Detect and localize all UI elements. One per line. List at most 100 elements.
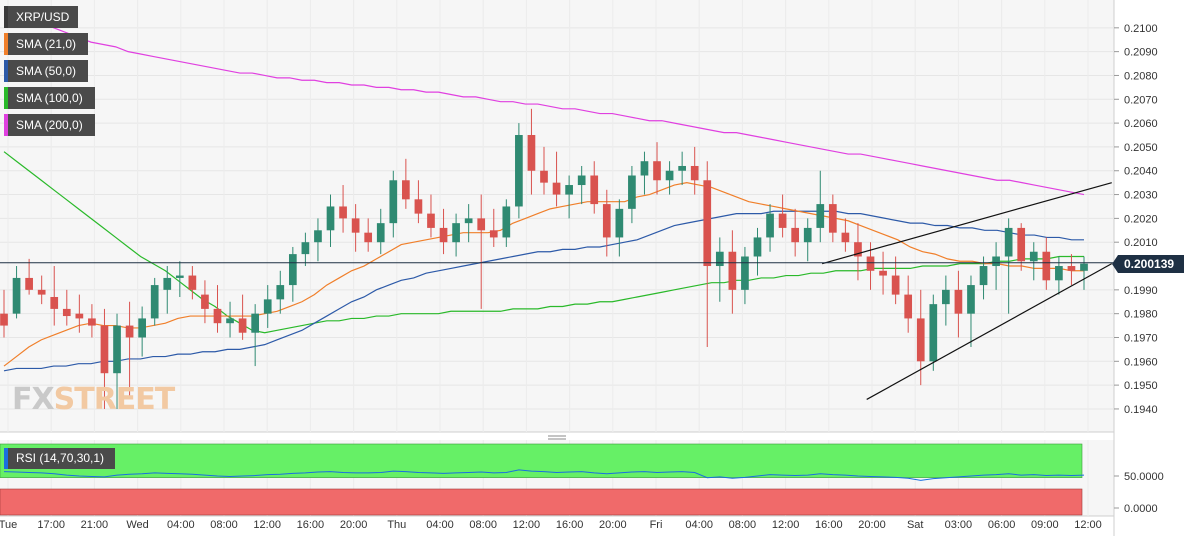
candle-body [125,325,134,338]
y-tick-label: 0.2010 [1124,237,1158,249]
candle-body [552,182,561,195]
x-tick-label: 16:00 [815,519,843,531]
candle-body [1080,263,1088,271]
candle-body [276,285,285,300]
candle-body [464,218,473,224]
trendline-upper [821,182,1112,265]
candle-body [439,227,448,243]
y-tick-label: 0.2100 [1124,23,1158,35]
legend-label: SMA (21,0) [16,37,77,51]
rsi-y-tick-label: 0.0000 [1124,503,1158,515]
candle-body [62,308,71,317]
candle-body [427,213,435,228]
x-tick-label: 04:00 [426,519,454,531]
x-tick-label: Thu [387,519,406,531]
candle-body [979,266,988,286]
candle-body [314,230,322,243]
candle-body [728,251,737,290]
candle-body [0,313,8,326]
y-tick-label: 0.1990 [1124,285,1158,297]
candle-body [163,277,172,290]
x-tick-label: Wed [126,519,148,531]
candle-body [477,218,486,231]
candle-body [326,206,335,231]
candle-body [251,313,260,333]
candle-body [351,218,360,233]
candle-body [113,325,121,374]
x-tick-label: 08:00 [210,519,238,531]
candle-body [502,206,511,238]
candle-body [1029,251,1038,262]
candle-body [188,275,197,290]
candle-body [841,232,850,243]
rsi-swatch [4,448,8,469]
y-tick-label: 0.2020 [1124,213,1158,225]
x-tick-label: 08:00 [469,519,497,531]
candle-body [489,230,498,238]
legend: XRP/USD SMA (21,0) SMA (50,0) SMA (100,0… [4,6,95,141]
candle-body [25,277,33,290]
candle-body [816,204,825,228]
legend-label: SMA (200,0) [16,118,83,132]
y-tick-label: 0.1980 [1124,309,1158,321]
legend-item-sma100[interactable]: SMA (100,0) [4,87,95,109]
y-tick-label: 0.2040 [1124,166,1158,178]
candle-body [100,325,109,374]
legend-label: XRP/USD [16,10,70,24]
candle-body [577,175,586,186]
candle-body [904,294,913,319]
candle-body [37,289,46,295]
x-tick-label: 12:00 [513,519,541,531]
y-tick-label: 0.2060 [1124,118,1158,130]
candle-body [339,206,347,219]
legend-item-sma200[interactable]: SMA (200,0) [4,114,95,136]
candle-body [615,208,624,238]
rsi-legend-label: RSI (14,70,30,1) [16,451,105,465]
candle-body [640,161,649,176]
candle-body [88,318,96,326]
candle-body [1055,266,1063,281]
sma-200-line [3,8,1085,196]
current-price-value: 0.200139 [1124,257,1175,271]
candle-body [301,242,310,255]
y-tick-label: 0.1940 [1124,404,1158,416]
candle-body [364,232,373,243]
x-tick-label: 20:00 [858,519,886,531]
candle-body [263,299,272,314]
candle-body [665,170,674,181]
legend-swatch [4,87,8,109]
candle-body [678,165,686,171]
candle-body [527,135,536,171]
x-tick-label: 16:00 [556,519,584,531]
candle-body [540,170,548,183]
candle-body [628,175,636,209]
candle-body [238,318,247,333]
legend-item-sma50[interactable]: SMA (50,0) [4,60,88,82]
y-tick-label: 0.1960 [1124,356,1158,368]
candle-body [741,256,749,290]
rsi-oversold-zone [0,488,1083,516]
candle-body [590,175,599,205]
x-tick-label: 03:00 [945,519,973,531]
legend-item-xrpusd[interactable]: XRP/USD [4,6,78,28]
rsi-legend[interactable]: RSI (14,70,30,1) [4,448,115,469]
candle-body [828,204,837,233]
legend-swatch [4,114,8,136]
legend-item-sma21[interactable]: SMA (21,0) [4,33,88,55]
candle-body [12,277,21,314]
x-tick-label: 04:00 [685,519,713,531]
rsi-overbought-zone [0,443,1083,478]
candle-body [213,308,222,324]
candle-body [854,242,862,257]
trendline-lower [866,263,1113,400]
x-tick-label: 12:00 [1074,519,1102,531]
x-tick-label: 06:00 [988,519,1016,531]
candle-body [891,275,900,295]
candle-body [414,199,423,214]
rsi-line [3,469,1085,481]
candle-body [226,318,234,324]
candle-body [75,313,84,319]
y-tick-label: 0.2070 [1124,94,1158,106]
